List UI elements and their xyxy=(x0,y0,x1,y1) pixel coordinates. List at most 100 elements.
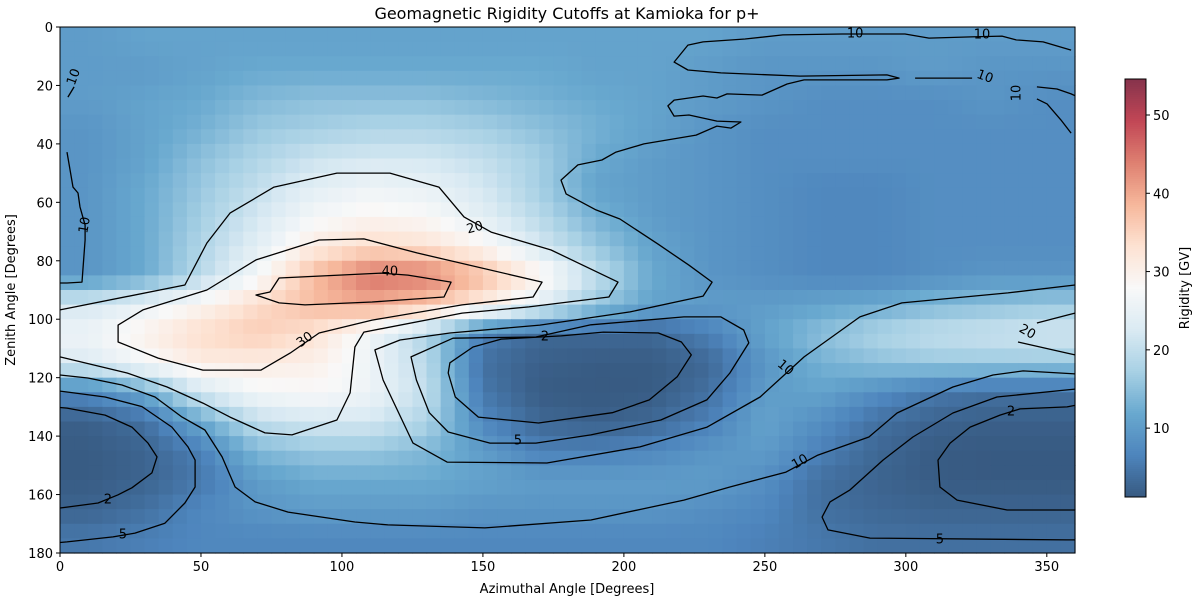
heatmap-cell xyxy=(313,41,329,57)
heatmap-cell xyxy=(708,275,724,291)
colorbar-segment xyxy=(1125,205,1146,208)
heatmap-cell xyxy=(877,377,893,393)
heatmap-cell xyxy=(257,70,273,87)
heatmap-cell xyxy=(680,319,695,335)
colorbar-segment xyxy=(1125,307,1146,310)
heatmap-cell xyxy=(778,348,794,364)
heatmap-cell xyxy=(440,187,456,203)
heatmap-cell xyxy=(835,450,851,466)
colorbar-segment xyxy=(1125,267,1146,270)
heatmap-cell xyxy=(623,246,639,262)
heatmap-cell xyxy=(88,275,103,291)
heatmap-cell xyxy=(102,56,117,72)
heatmap-cell xyxy=(849,56,865,72)
colorbar-segment xyxy=(1125,221,1146,224)
heatmap-cell xyxy=(891,41,907,57)
heatmap-cell xyxy=(398,538,414,554)
heatmap-cell xyxy=(186,465,202,481)
heatmap-cell xyxy=(88,158,103,174)
heatmap-cell xyxy=(736,246,752,262)
heatmap-cell xyxy=(454,70,470,87)
heatmap-cell xyxy=(468,70,484,87)
heatmap-cell xyxy=(919,377,935,393)
heatmap-cell xyxy=(313,465,329,481)
heatmap-cell xyxy=(750,260,766,276)
colorbar-segment xyxy=(1125,263,1146,266)
heatmap-cell xyxy=(1018,450,1034,466)
heatmap-cell xyxy=(229,450,244,466)
heatmap-cell xyxy=(440,27,456,43)
heatmap-cell xyxy=(1032,436,1048,452)
heatmap-cell xyxy=(595,348,611,364)
heatmap-cell xyxy=(567,158,583,174)
heatmap-cell xyxy=(680,275,695,291)
heatmap-cell xyxy=(905,187,921,203)
heatmap-cell xyxy=(919,304,935,320)
heatmap-cell xyxy=(891,436,907,452)
heatmap-cell xyxy=(539,100,555,116)
colorbar-segment xyxy=(1125,125,1146,128)
heatmap-cell xyxy=(567,246,583,262)
heatmap-cell xyxy=(680,231,695,247)
heatmap-cell xyxy=(595,377,611,393)
heatmap-cell xyxy=(102,100,117,116)
colorbar-segment xyxy=(1125,451,1146,454)
heatmap-cell xyxy=(285,436,301,452)
heatmap-cell xyxy=(637,421,653,437)
heatmap-cell xyxy=(1032,523,1048,539)
heatmap-cell xyxy=(863,538,879,554)
y-tick-label: 40 xyxy=(36,138,53,153)
heatmap-cell xyxy=(962,348,977,364)
heatmap-cell xyxy=(271,158,287,174)
heatmap-cell xyxy=(285,129,301,145)
colorbar-segment xyxy=(1125,291,1146,294)
heatmap-cell xyxy=(88,523,103,539)
heatmap-cell xyxy=(934,275,949,291)
heatmap-cell xyxy=(778,129,794,145)
contour-label: 2 xyxy=(541,330,549,345)
heatmap-cell xyxy=(130,173,146,189)
heatmap-cell xyxy=(778,523,794,539)
colorbar-segment xyxy=(1125,369,1146,372)
heatmap-cell xyxy=(877,436,893,452)
heatmap-cell xyxy=(722,538,738,554)
heatmap-cell xyxy=(680,202,695,218)
heatmap-cell xyxy=(88,114,103,130)
heatmap-cell xyxy=(88,450,103,466)
heatmap-cell xyxy=(1046,56,1062,72)
heatmap-cell xyxy=(821,494,836,510)
heatmap-cell xyxy=(215,523,230,539)
heatmap-cell xyxy=(1004,260,1020,276)
heatmap-cell xyxy=(511,27,526,43)
heatmap-cell xyxy=(285,304,301,320)
heatmap-cell xyxy=(130,41,146,57)
heatmap-cell xyxy=(172,509,188,525)
contour-label: 10 xyxy=(64,67,84,88)
heatmap-cell xyxy=(595,523,611,539)
heatmap-cell xyxy=(497,231,512,247)
colorbar-segment xyxy=(1125,441,1146,444)
heatmap-cell xyxy=(60,406,75,423)
heatmap-cell xyxy=(962,421,977,437)
heatmap-cell xyxy=(553,260,569,276)
heatmap-cell xyxy=(74,158,89,174)
heatmap-cell xyxy=(962,260,977,276)
heatmap-cell xyxy=(1060,538,1076,554)
heatmap-cell xyxy=(835,231,851,247)
heatmap-cell xyxy=(976,56,992,72)
heatmap-cell xyxy=(553,85,569,101)
colorbar-segment xyxy=(1125,189,1146,192)
heatmap-cell xyxy=(750,216,766,233)
colorbar-segment xyxy=(1125,475,1146,478)
heatmap-cell xyxy=(356,260,371,276)
heatmap-cell xyxy=(468,114,484,130)
heatmap-cells xyxy=(60,27,1076,554)
heatmap-cell xyxy=(934,377,949,393)
heatmap-cell xyxy=(468,56,484,72)
heatmap-cell xyxy=(553,202,569,218)
heatmap-cell xyxy=(186,333,202,350)
heatmap-cell xyxy=(1046,392,1062,408)
heatmap-cell xyxy=(750,27,766,43)
heatmap-cell xyxy=(257,363,273,379)
heatmap-cell xyxy=(172,319,188,335)
